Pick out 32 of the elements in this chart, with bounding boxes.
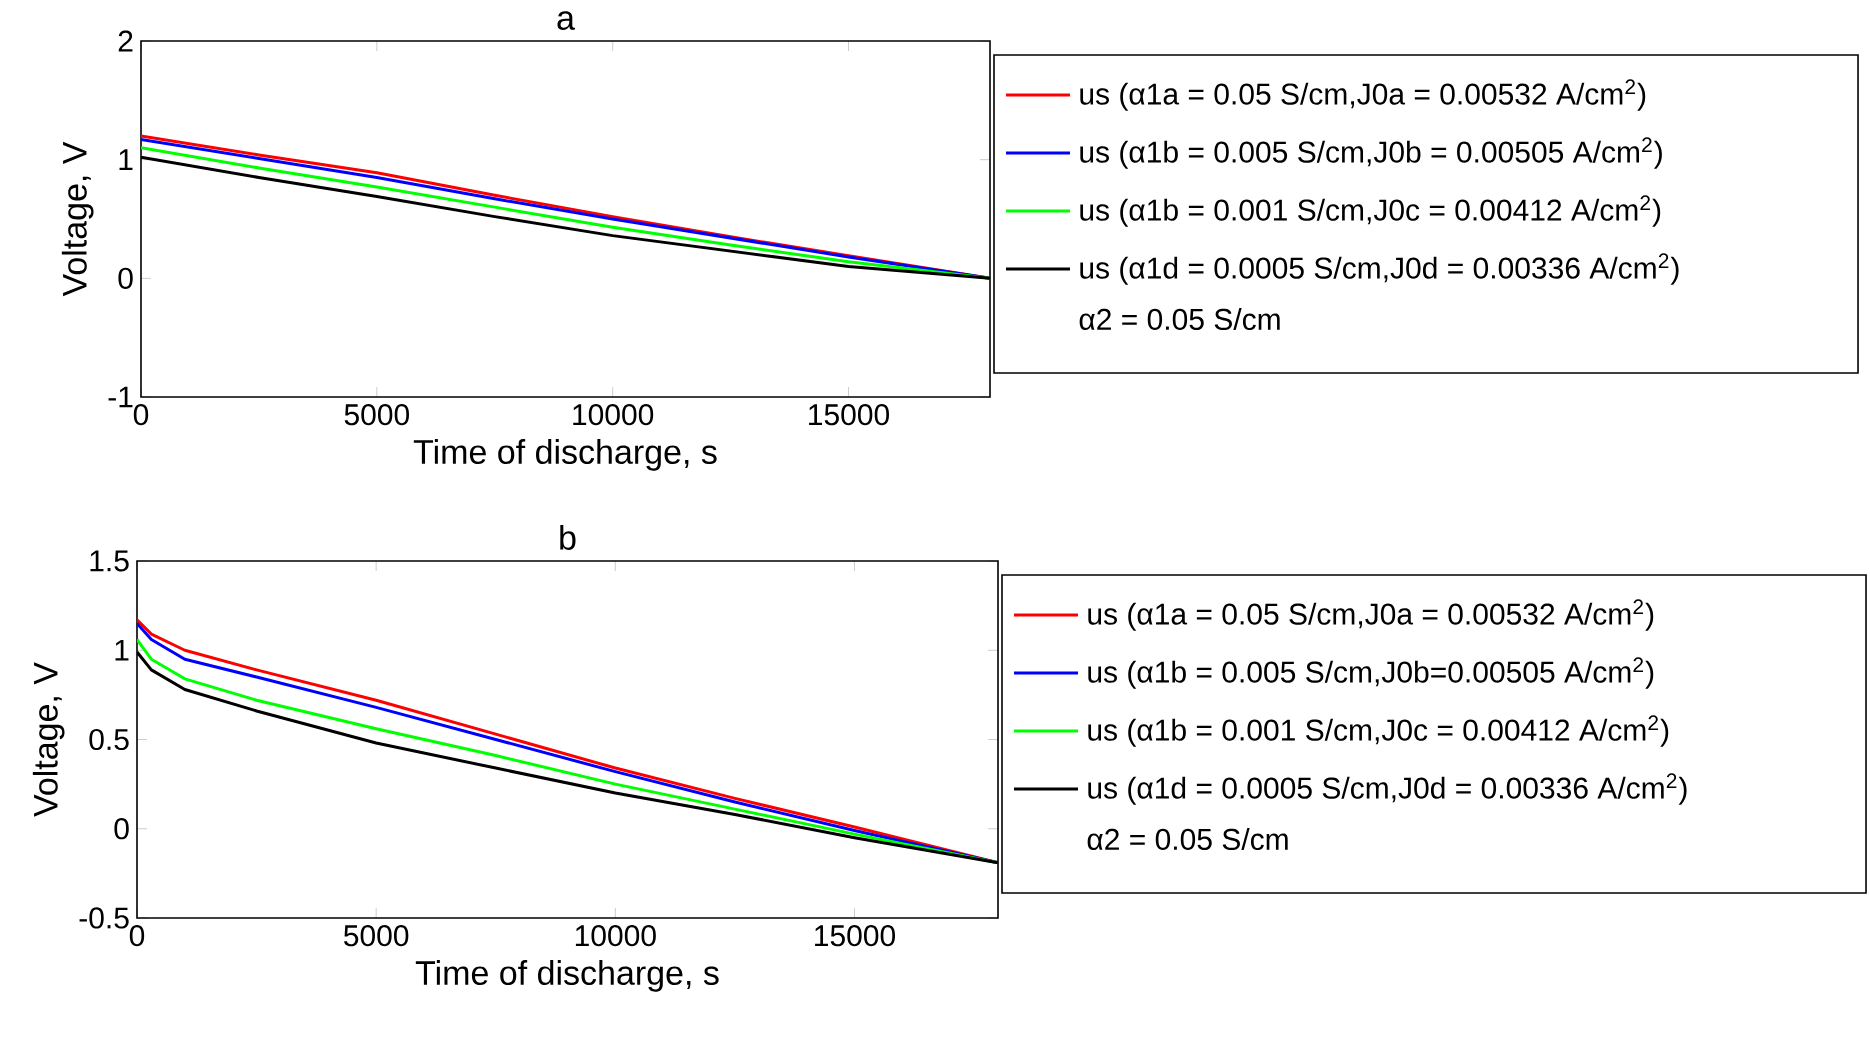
- legend-label: us (α1b = 0.005 S/cm,J0b=0.00505 A/cm$^{2}$): [1088, 657, 1654, 689]
- legend-label: us (α1b = 0.001 S/cm,J0c = 0.00412 A/cm$^{2}$): [1088, 715, 1669, 747]
- chart-title: b: [560, 524, 576, 550]
- legend-label: us (α1d = 0.0005 S/cm,J0d = 0.00336 A/cm$^{2}$): [1080, 253, 1679, 285]
- x-tick-label: 15000: [809, 404, 890, 426]
- y-tick-label: 2: [118, 30, 133, 52]
- x-tick-label: 15000: [815, 925, 896, 947]
- x-tick-label: 0: [133, 404, 149, 426]
- x-tick-label: 5000: [343, 925, 409, 947]
- legend-label: us (α1d = 0.0005 S/cm,J0d = 0.00336 A/cm$^{2}$): [1088, 773, 1687, 805]
- y-tick-label: -1: [108, 386, 133, 408]
- x-tick-label: 10000: [573, 404, 654, 426]
- text: α2 = 0.05 S/cm: [1079, 307, 1280, 330]
- y-tick-label: 0: [114, 818, 129, 840]
- y-tick-label: 1.5: [90, 550, 129, 572]
- legend-label: us (α1a = 0.05 S/cm,J0a = 0.00532 A/cm$^{2}$): [1080, 79, 1646, 111]
- legend-label: us (α1b = 0.001 S/cm,J0c = 0.00412 A/cm$^{2}$): [1080, 195, 1661, 227]
- y-tick-label: -0.5: [79, 907, 129, 929]
- y-axis-title: Voltage, V: [32, 662, 65, 817]
- y-tick-label: 1: [115, 639, 129, 661]
- x-axis-title: Time of discharge, s: [415, 960, 719, 992]
- x-tick-label: 10000: [575, 925, 656, 947]
- chart-title: a: [557, 11, 575, 30]
- y-axis-title: Voltage, V: [61, 141, 94, 297]
- y-tick-label: 0.5: [89, 728, 129, 751]
- y-tick-label: 1: [119, 149, 133, 170]
- legend-label: us (α1b = 0.005 S/cm,J0b = 0.00505 A/cm$^{2}$): [1080, 137, 1662, 169]
- text: α2 = 0.05 S/cm: [1087, 827, 1288, 850]
- x-tick-label: 5000: [344, 404, 409, 426]
- x-axis-title: Time of discharge, s: [413, 439, 717, 471]
- y-tick-label: 0: [118, 267, 133, 289]
- legend-label: us (α1a = 0.05 S/cm,J0a = 0.00532 A/cm$^{2}$): [1088, 599, 1654, 631]
